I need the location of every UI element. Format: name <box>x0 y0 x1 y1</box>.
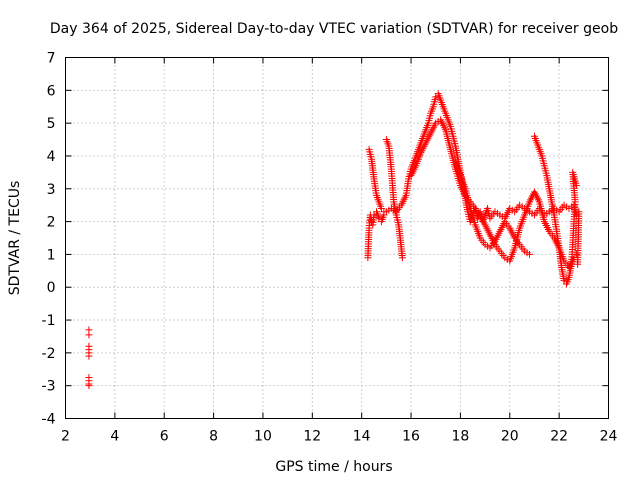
y-tick-label: 6 <box>47 83 56 99</box>
y-tick-label: -4 <box>42 412 56 428</box>
data-point <box>380 208 388 216</box>
y-tick-label: 5 <box>47 116 56 132</box>
x-tick-label: 24 <box>600 429 618 445</box>
y-axis: -4 -3 -2 -1 0 1 2 3 4 5 6 7 <box>42 51 609 428</box>
data-point <box>85 331 93 339</box>
y-tick-label: 7 <box>47 51 56 67</box>
y-tick-label: 0 <box>47 280 56 296</box>
data-point <box>85 352 93 360</box>
plot-frame <box>65 57 609 419</box>
y-tick-label: 3 <box>47 182 56 198</box>
y-tick-label: -2 <box>42 346 56 362</box>
y-tick-label: -3 <box>42 379 56 395</box>
x-axis: 2 4 6 8 10 12 14 16 18 20 22 24 <box>61 57 618 445</box>
x-tick-label: 2 <box>61 429 70 445</box>
data-point <box>526 250 534 258</box>
x-tick-label: 12 <box>303 429 321 445</box>
y-axis-label: SDTVAR / TECUs <box>7 181 23 296</box>
x-tick-label: 20 <box>501 429 519 445</box>
data-point <box>398 254 406 262</box>
x-tick-label: 8 <box>209 429 218 445</box>
x-tick-label: 6 <box>160 429 169 445</box>
data-point <box>85 382 93 390</box>
x-tick-label: 18 <box>451 429 469 445</box>
data-point <box>575 208 583 216</box>
x-tick-label: 14 <box>353 429 371 445</box>
x-tick-label: 16 <box>402 429 420 445</box>
x-tick-label: 10 <box>254 429 272 445</box>
grid <box>65 57 609 419</box>
x-tick-label: 22 <box>550 429 568 445</box>
x-tick-label: 4 <box>110 429 119 445</box>
x-axis-label: GPS time / hours <box>275 459 392 475</box>
y-tick-label: 1 <box>47 247 56 263</box>
data-points <box>85 90 583 390</box>
y-tick-label: -1 <box>42 313 56 329</box>
data-point <box>572 181 580 189</box>
y-tick-label: 4 <box>47 149 56 165</box>
y-tick-label: 2 <box>47 215 56 231</box>
chart-title: Day 364 of 2025, Sidereal Day-to-day VTE… <box>50 21 618 37</box>
